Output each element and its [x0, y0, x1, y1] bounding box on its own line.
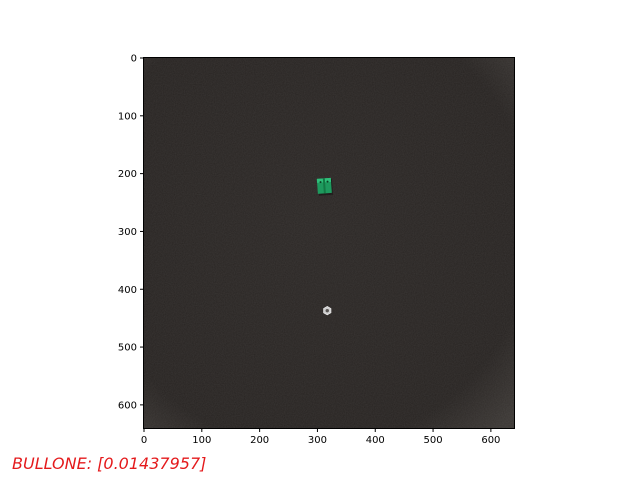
y-tick-label: 200: [118, 169, 137, 180]
axes-frame: [143, 57, 515, 429]
x-tick-label: 300: [308, 435, 327, 446]
y-tick-label: 100: [118, 111, 137, 122]
x-tick-label: 600: [481, 435, 500, 446]
x-tick-label: 400: [366, 435, 385, 446]
plot-area: [144, 58, 514, 428]
photo-texture: [144, 58, 514, 428]
y-axis: 0 100 200 300 400 500 600: [118, 54, 144, 411]
x-tick-label: 200: [250, 435, 269, 446]
prediction-annotation: BULLONE: [0.01437957]: [12, 454, 207, 473]
objects-layer: [316, 177, 333, 316]
y-tick-label: 400: [118, 285, 137, 296]
x-tick-label: 500: [424, 435, 443, 446]
x-axis: 0 100 200 300 400 500 600: [141, 428, 500, 446]
y-tick-label: 600: [118, 400, 137, 411]
hex-nut-object: [323, 305, 332, 316]
green-connector-object: [316, 177, 333, 196]
y-tick-label: 0: [131, 54, 137, 65]
x-tick-label: 0: [141, 435, 147, 446]
x-tick-label: 100: [192, 435, 211, 446]
y-tick-label: 300: [118, 227, 137, 238]
y-tick-label: 500: [118, 343, 137, 354]
